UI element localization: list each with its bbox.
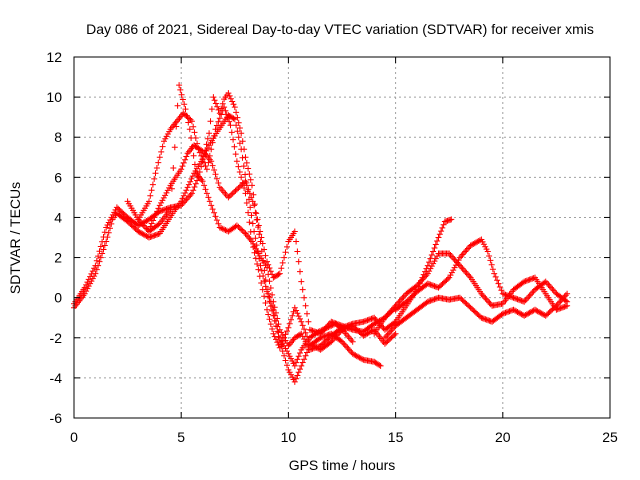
series-pass-2 <box>71 90 399 337</box>
y-tick-label: 8 <box>54 129 62 145</box>
plus-markers <box>71 112 384 385</box>
x-tick-label: 5 <box>177 429 185 445</box>
y-axis-label: SDTVAR / TECUs <box>7 182 23 294</box>
y-tick-label: 6 <box>54 169 62 185</box>
y-tick-label: -2 <box>50 330 63 346</box>
series-pass-7 <box>135 104 399 353</box>
x-tick-label: 20 <box>495 429 511 445</box>
y-tick-label: -6 <box>50 410 63 426</box>
chart-title: Day 086 of 2021, Sidereal Day-to-day VTE… <box>86 21 594 37</box>
series-pass-4 <box>392 236 571 313</box>
x-tick-label: 15 <box>388 429 404 445</box>
y-tick-label: -4 <box>50 370 63 386</box>
y-tick-label: 2 <box>54 250 62 266</box>
plot-frame <box>73 56 611 419</box>
plus-markers <box>146 142 356 369</box>
x-tick-label: 10 <box>281 429 297 445</box>
x-tick-label: 0 <box>70 429 78 445</box>
series-pass-1 <box>71 112 384 385</box>
plus-markers <box>135 104 399 353</box>
plus-markers <box>392 236 571 313</box>
y-tick-label: 12 <box>46 49 62 65</box>
y-tick-label: 0 <box>54 290 62 306</box>
series-pass-8 <box>146 142 356 369</box>
plus-markers <box>381 290 571 341</box>
data-series <box>71 82 571 385</box>
x-axis-label: GPS time / hours <box>289 457 396 473</box>
y-tick-label: 4 <box>54 209 62 225</box>
series-pass-5 <box>381 290 571 341</box>
plus-markers <box>71 90 399 337</box>
y-tick-label: 10 <box>46 89 62 105</box>
axis-ticks: 0 5 10 15 20 25 -6 -4 -2 0 2 4 6 8 10 12 <box>46 49 618 445</box>
x-tick-label: 25 <box>602 429 618 445</box>
